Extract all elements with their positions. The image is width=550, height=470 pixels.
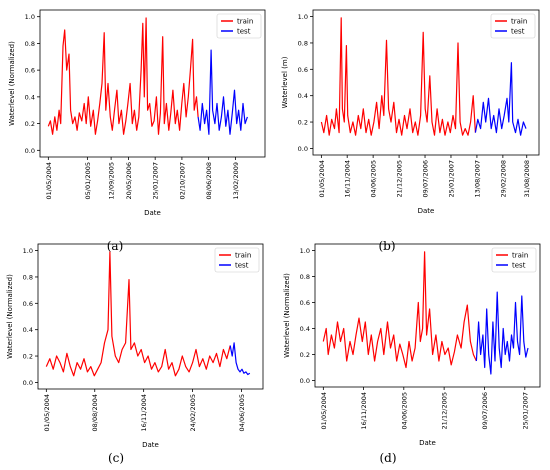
panel-label-b: (b) (378, 239, 396, 253)
chart-svg: 0.0 0.2 0.4 0.6 0.8 1.0 01/05/2004 16/11/2004 04… (281, 9, 540, 215)
y-tick-label: 1.0 (25, 13, 35, 21)
y-tick-label: 0.2 (298, 119, 308, 127)
x-axis-label: Date (142, 441, 159, 449)
legend-label-test: test (512, 262, 526, 270)
x-tick-label: 01/05/2004 (320, 392, 328, 429)
chart-svg: 0.0 0.2 0.4 0.6 0.8 1.0 01/05/2004 05/01/2005 12… (8, 9, 266, 217)
x-tick-label: 13/08/2007 (473, 160, 481, 197)
panel-c: 0.0 0.2 0.4 0.6 0.8 1.0 01/05/2004 08/08/2004 16… (0, 235, 275, 470)
legend-label-test: test (237, 28, 251, 36)
y-tick-label: 1.0 (298, 13, 308, 21)
axes-frame (314, 243, 541, 388)
y-tick-label: 0.0 (300, 377, 310, 385)
y-tick-label: 0.0 (23, 379, 33, 387)
y-tick-label: 0.0 (298, 145, 308, 153)
legend-label-train: train (511, 18, 527, 26)
axes-frame (312, 9, 540, 156)
y-axis-label: Waterlevel (Normalized) (6, 274, 14, 359)
legend-label-test: test (235, 262, 249, 270)
legend-label-train: train (237, 18, 253, 26)
x-tick-label: 08/06/2008 (205, 162, 213, 199)
legend (490, 13, 536, 39)
y-tick-label: 0.8 (23, 273, 33, 281)
x-tick-label: 04/06/2005 (400, 392, 408, 429)
x-tick-label: 12/09/2005 (108, 162, 116, 199)
x-axis-label: Date (418, 207, 435, 215)
x-tick-label: 21/12/2005 (441, 392, 449, 429)
series-line-train (320, 17, 476, 136)
x-tick-label: 02/10/2007 (178, 162, 186, 199)
x-tick-label: 25/01/2007 (521, 392, 529, 429)
y-tick-label: 0.2 (25, 120, 35, 128)
x-tick-label: 29/02/2008 (499, 160, 507, 197)
x-tick-label: 01/05/2004 (43, 394, 51, 431)
chart-svg: 0.0 0.2 0.4 0.6 0.8 1.0 01/05/2004 08/08/2004 16… (6, 243, 264, 449)
x-tick-label: 16/11/2004 (140, 394, 148, 431)
x-tick-label: 21/12/2005 (396, 160, 404, 197)
y-tick-label: 0.4 (298, 92, 308, 100)
y-tick-label: 1.0 (300, 247, 310, 255)
x-axis-label: Date (419, 439, 436, 447)
axes-frame (37, 243, 264, 390)
x-tick-label: 16/11/2004 (344, 160, 352, 197)
y-tick-label: 0.8 (300, 273, 310, 281)
series-line-train (45, 251, 231, 377)
panel-b: 0.0 0.2 0.4 0.6 0.8 1.0 01/05/2004 16/11/2004 04… (275, 0, 550, 235)
x-tick-label: 20/05/2006 (125, 162, 133, 199)
y-tick-label: 0.6 (25, 67, 35, 75)
y-tick-label: 0.6 (23, 300, 33, 308)
y-tick-label: 0.6 (298, 66, 308, 74)
x-tick-label: 01/05/2004 (318, 160, 326, 197)
y-tick-label: 0.2 (23, 353, 33, 361)
y-tick-label: 0.4 (23, 326, 33, 334)
series-line-test (474, 62, 527, 136)
x-tick-label: 31/08/2008 (523, 160, 531, 197)
x-tick-label: 16/11/2004 (360, 392, 368, 429)
axes-frame (39, 9, 266, 158)
panel-label-c: (c) (107, 451, 125, 465)
legend-label-train: train (235, 252, 251, 260)
y-axis-label: Waterlevel (m) (281, 56, 289, 108)
legend-label-test: test (511, 28, 525, 36)
series-line-test (229, 342, 251, 376)
legend (214, 247, 260, 273)
y-tick-label: 0.2 (300, 351, 310, 359)
x-tick-label: 25/01/2007 (447, 160, 455, 197)
panel-a: 0.0 0.2 0.4 0.6 0.8 1.0 01/05/2004 05/01/2005 12… (0, 0, 275, 235)
panel-d: 0.0 0.2 0.4 0.6 0.8 1.0 01/05/2004 16/11/2004 04… (275, 235, 550, 470)
series-line-test (197, 49, 248, 135)
x-tick-label: 13/02/2009 (232, 162, 240, 199)
panel-label-a: (a) (106, 239, 124, 253)
x-tick-label: 25/01/2007 (152, 162, 160, 199)
legend (216, 13, 262, 39)
x-tick-label: 04/06/2005 (238, 394, 246, 431)
legend-label-train: train (512, 252, 528, 260)
x-tick-label: 01/05/2004 (45, 162, 53, 199)
panel-label-d: (d) (379, 451, 397, 465)
y-tick-label: 0.8 (298, 39, 308, 47)
series-line-train (47, 17, 199, 135)
y-tick-label: 1.0 (23, 247, 33, 255)
chart-svg: 0.0 0.2 0.4 0.6 0.8 1.0 01/05/2004 16/11/2004 04… (283, 243, 541, 447)
x-tick-label: 08/08/2004 (91, 394, 99, 431)
y-tick-label: 0.4 (300, 325, 310, 333)
y-tick-label: 0.8 (25, 40, 35, 48)
y-tick-label: 0.0 (25, 147, 35, 155)
y-axis-label: Waterlevel (Normalized) (8, 41, 16, 126)
y-axis-label: Waterlevel (Normalized) (283, 273, 291, 358)
series-line-train (322, 251, 477, 369)
y-tick-label: 0.6 (300, 299, 310, 307)
x-tick-label: 09/07/2006 (481, 392, 489, 429)
series-line-test (475, 291, 529, 375)
x-tick-label: 04/06/2005 (370, 160, 378, 197)
x-tick-label: 24/02/2005 (189, 394, 197, 431)
x-tick-label: 09/07/2006 (422, 160, 430, 197)
x-tick-label: 05/01/2005 (84, 162, 92, 199)
legend (491, 247, 537, 273)
x-axis-label: Date (144, 209, 161, 217)
y-tick-label: 0.4 (25, 93, 35, 101)
